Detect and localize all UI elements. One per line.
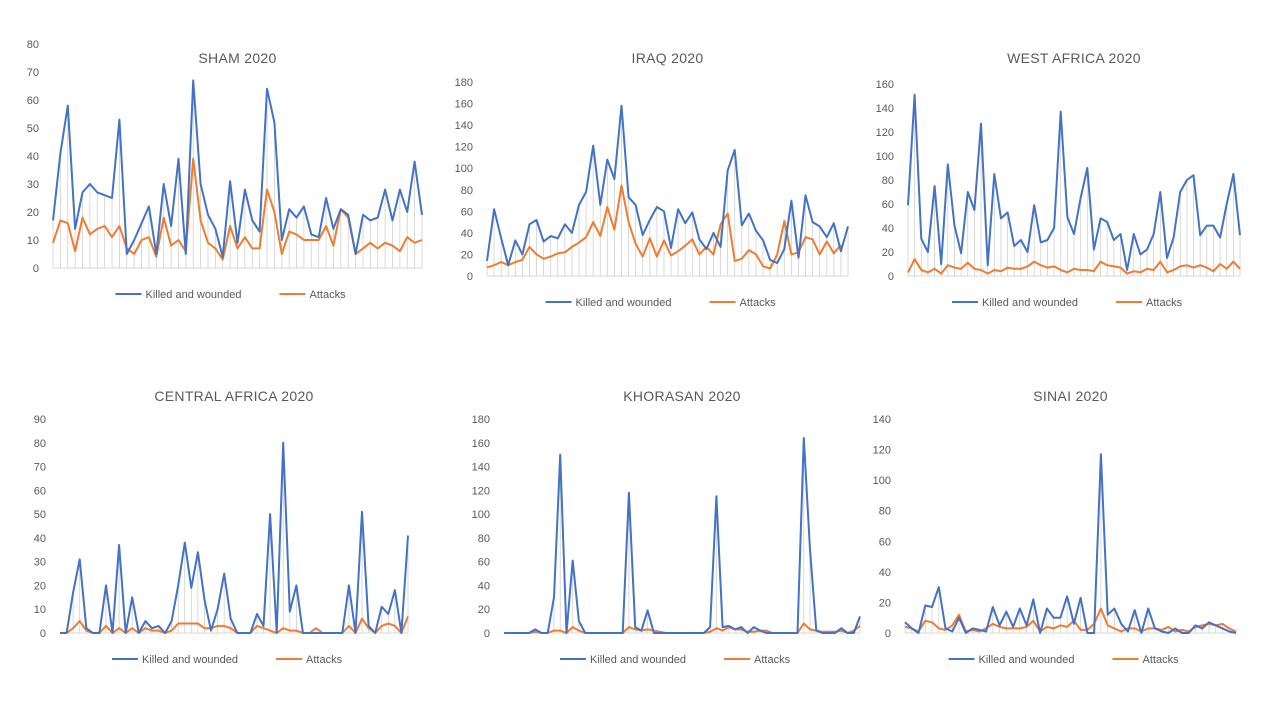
- chart-title: IRAQ 2020: [632, 50, 704, 66]
- y-tick-label: 180: [455, 77, 473, 89]
- y-tick-label: 60: [882, 199, 894, 211]
- series-line-attacks: [52, 157, 423, 261]
- legend-label-attacks: Attacks: [306, 654, 343, 666]
- y-tick-label: 60: [34, 485, 46, 497]
- y-tick-label: 120: [873, 445, 891, 457]
- y-tick-label: 40: [34, 533, 46, 545]
- y-tick-label: 120: [876, 127, 894, 139]
- chart-title: SINAI 2020: [1033, 388, 1108, 404]
- y-tick-label: 0: [33, 263, 39, 275]
- chart-title: KHORASAN 2020: [623, 388, 741, 404]
- chart-sinai: SINAI 2020 0 20 40 60 80 100 120 140 Killed and w…: [870, 368, 1270, 678]
- y-tick-label: 120: [472, 485, 490, 497]
- y-tick-label: 40: [879, 567, 891, 579]
- y-tick-label: 60: [27, 95, 39, 107]
- series-line-killed-and-wounded: [907, 93, 1241, 271]
- y-tick-label: 90: [34, 414, 46, 426]
- legend-label-attacks: Attacks: [1143, 654, 1180, 666]
- legend-label-attacks: Attacks: [310, 289, 347, 301]
- y-tick-label: 120: [455, 142, 473, 154]
- legend-label-killed-and-wounded: Killed and wounded: [590, 654, 686, 666]
- chart-title: CENTRAL AFRICA 2020: [154, 388, 313, 404]
- y-tick-label: 0: [888, 271, 894, 283]
- y-tick-label: 30: [27, 179, 39, 191]
- y-tick-label: 160: [472, 438, 490, 450]
- legend-label-killed-and-wounded: Killed and wounded: [982, 297, 1078, 309]
- y-tick-label: 60: [461, 206, 473, 218]
- y-tick-label: 140: [455, 120, 473, 132]
- y-tick-label: 100: [455, 163, 473, 175]
- chart-title: WEST AFRICA 2020: [1007, 50, 1141, 66]
- y-tick-label: 20: [461, 249, 473, 261]
- chart-svg: CENTRAL AFRICA 2020 0 10 20 30 40 50 60 70 80 90 Ki…: [34, 388, 409, 666]
- y-tick-label: 50: [27, 123, 39, 135]
- y-tick-label: 10: [34, 604, 46, 616]
- chart-khorasan: KHORASAN 2020 0 20 40 60 80 100 120 140 160 180 Kil…: [450, 368, 861, 678]
- y-tick-label: 100: [472, 509, 490, 521]
- y-tick-label: 160: [455, 99, 473, 111]
- series-line-attacks: [904, 607, 1237, 633]
- y-tick-label: 0: [467, 271, 473, 283]
- y-tick-label: 0: [484, 628, 490, 640]
- y-tick-label: 40: [461, 228, 473, 240]
- y-tick-label: 0: [40, 628, 46, 640]
- legend-label-killed-and-wounded: Killed and wounded: [576, 297, 672, 309]
- y-tick-label: 160: [876, 79, 894, 91]
- legend-label-killed-and-wounded: Killed and wounded: [142, 654, 238, 666]
- series-line-killed-and-wounded: [52, 79, 423, 258]
- chart-central-africa: CENTRAL AFRICA 2020 0 10 20 30 40 50 60 70 80 90 Ki…: [20, 368, 430, 678]
- legend-label-attacks: Attacks: [740, 297, 777, 309]
- y-tick-label: 40: [27, 151, 39, 163]
- y-tick-label: 140: [876, 103, 894, 115]
- series-line-attacks: [504, 622, 861, 634]
- y-tick-label: 100: [876, 151, 894, 163]
- y-tick-label: 80: [27, 39, 39, 51]
- y-tick-label: 80: [461, 185, 473, 197]
- legend-label-attacks: Attacks: [754, 654, 791, 666]
- y-tick-label: 40: [478, 580, 490, 592]
- y-tick-label: 20: [27, 207, 39, 219]
- y-tick-label: 60: [478, 557, 490, 569]
- series-line-killed-and-wounded: [904, 453, 1237, 634]
- y-tick-label: 40: [882, 223, 894, 235]
- y-tick-label: 140: [873, 414, 891, 426]
- series-line-killed-and-wounded: [504, 437, 861, 634]
- y-tick-label: 20: [882, 247, 894, 259]
- y-tick-label: 180: [472, 414, 490, 426]
- y-tick-label: 50: [34, 509, 46, 521]
- chart-sham: SHAM 2020 0 10 20 30 40 50 60 70 80 Killed and wou…: [20, 30, 430, 320]
- legend-label-attacks: Attacks: [1146, 297, 1183, 309]
- series-line-attacks: [60, 616, 409, 634]
- y-tick-label: 100: [873, 475, 891, 487]
- y-tick-label: 30: [34, 557, 46, 569]
- y-tick-label: 80: [879, 506, 891, 518]
- chart-west-africa: WEST AFRICA 2020 0 20 40 60 80 100 120 140 160 Kil…: [870, 30, 1270, 320]
- y-tick-label: 0: [885, 628, 891, 640]
- legend-label-killed-and-wounded: Killed and wounded: [979, 654, 1075, 666]
- chart-iraq: IRAQ 2020 0 20 40 60 80 100 120 140 160 180 Killed …: [450, 30, 860, 320]
- legend-label-killed-and-wounded: Killed and wounded: [146, 289, 242, 301]
- chart-svg: SINAI 2020 0 20 40 60 80 100 120 140 Killed and w…: [873, 388, 1237, 666]
- chart-svg: WEST AFRICA 2020 0 20 40 60 80 100 120 140 160 Kil…: [876, 50, 1241, 309]
- y-tick-label: 20: [478, 604, 490, 616]
- series-line-attacks: [907, 258, 1241, 275]
- series-line-attacks: [486, 184, 842, 270]
- chart-svg: SHAM 2020 0 10 20 30 40 50 60 70 80 Killed and wou…: [27, 39, 423, 301]
- chart-svg: KHORASAN 2020 0 20 40 60 80 100 120 140 160 180 Kil…: [472, 388, 861, 666]
- series-line-killed-and-wounded: [60, 441, 409, 634]
- y-tick-label: 20: [879, 597, 891, 609]
- series-line-killed-and-wounded: [486, 104, 849, 267]
- y-tick-label: 80: [34, 438, 46, 450]
- y-tick-label: 70: [34, 462, 46, 474]
- y-tick-label: 70: [27, 67, 39, 79]
- y-tick-label: 80: [478, 533, 490, 545]
- chart-svg: IRAQ 2020 0 20 40 60 80 100 120 140 160 180 Killed …: [455, 50, 849, 309]
- y-tick-label: 60: [879, 536, 891, 548]
- chart-title: SHAM 2020: [198, 50, 276, 66]
- y-tick-label: 80: [882, 175, 894, 187]
- y-tick-label: 140: [472, 462, 490, 474]
- y-tick-label: 10: [27, 235, 39, 247]
- y-tick-label: 20: [34, 580, 46, 592]
